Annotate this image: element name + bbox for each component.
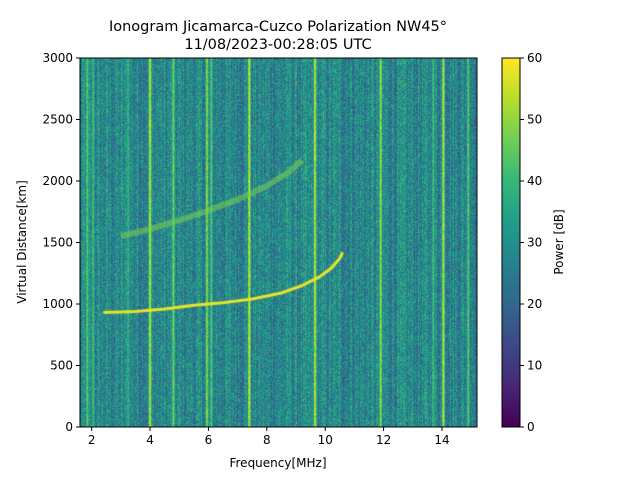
- colorbar-tick-label: 30: [527, 236, 542, 250]
- y-axis-label: Virtual Distance[km]: [15, 180, 29, 304]
- x-axis: 2 4 6 8 10 12 14: [88, 427, 450, 447]
- colorbar-tick-label: 0: [527, 420, 535, 434]
- x-tick-label: 4: [146, 433, 154, 447]
- colorbar-tick-label: 50: [527, 113, 542, 127]
- colorbar-tick-label: 60: [527, 51, 542, 65]
- y-tick-label: 0: [65, 420, 73, 434]
- x-axis-label: Frequency[MHz]: [229, 456, 326, 470]
- chart-title-line1: Ionogram Jicamarca-Cuzco Polarization NW…: [109, 19, 447, 35]
- ionogram-heatmap: [80, 58, 477, 427]
- x-tick-label: 12: [376, 433, 391, 447]
- y-axis: 0 500 1000 1500 2000 2500 3000: [42, 51, 80, 434]
- x-tick-label: 10: [318, 433, 333, 447]
- colorbar-tick-label: 20: [527, 297, 542, 311]
- x-tick-label: 8: [263, 433, 271, 447]
- colorbar: [502, 58, 520, 427]
- y-tick-label: 2000: [42, 174, 73, 188]
- colorbar-tick-label: 10: [527, 359, 542, 373]
- y-tick-label: 3000: [42, 51, 73, 65]
- colorbar-tick-label: 40: [527, 174, 542, 188]
- y-tick-label: 2500: [42, 113, 73, 127]
- colorbar-label: Power [dB]: [552, 209, 566, 274]
- x-tick-label: 2: [88, 433, 96, 447]
- x-tick-label: 14: [434, 433, 449, 447]
- x-tick-label: 6: [205, 433, 213, 447]
- y-tick-label: 1500: [42, 236, 73, 250]
- chart-title-line2: 11/08/2023-00:28:05 UTC: [184, 37, 371, 53]
- y-tick-label: 1000: [42, 297, 73, 311]
- colorbar-axis: 0 10 20 30 40 50 60: [520, 51, 542, 434]
- y-tick-label: 500: [50, 359, 73, 373]
